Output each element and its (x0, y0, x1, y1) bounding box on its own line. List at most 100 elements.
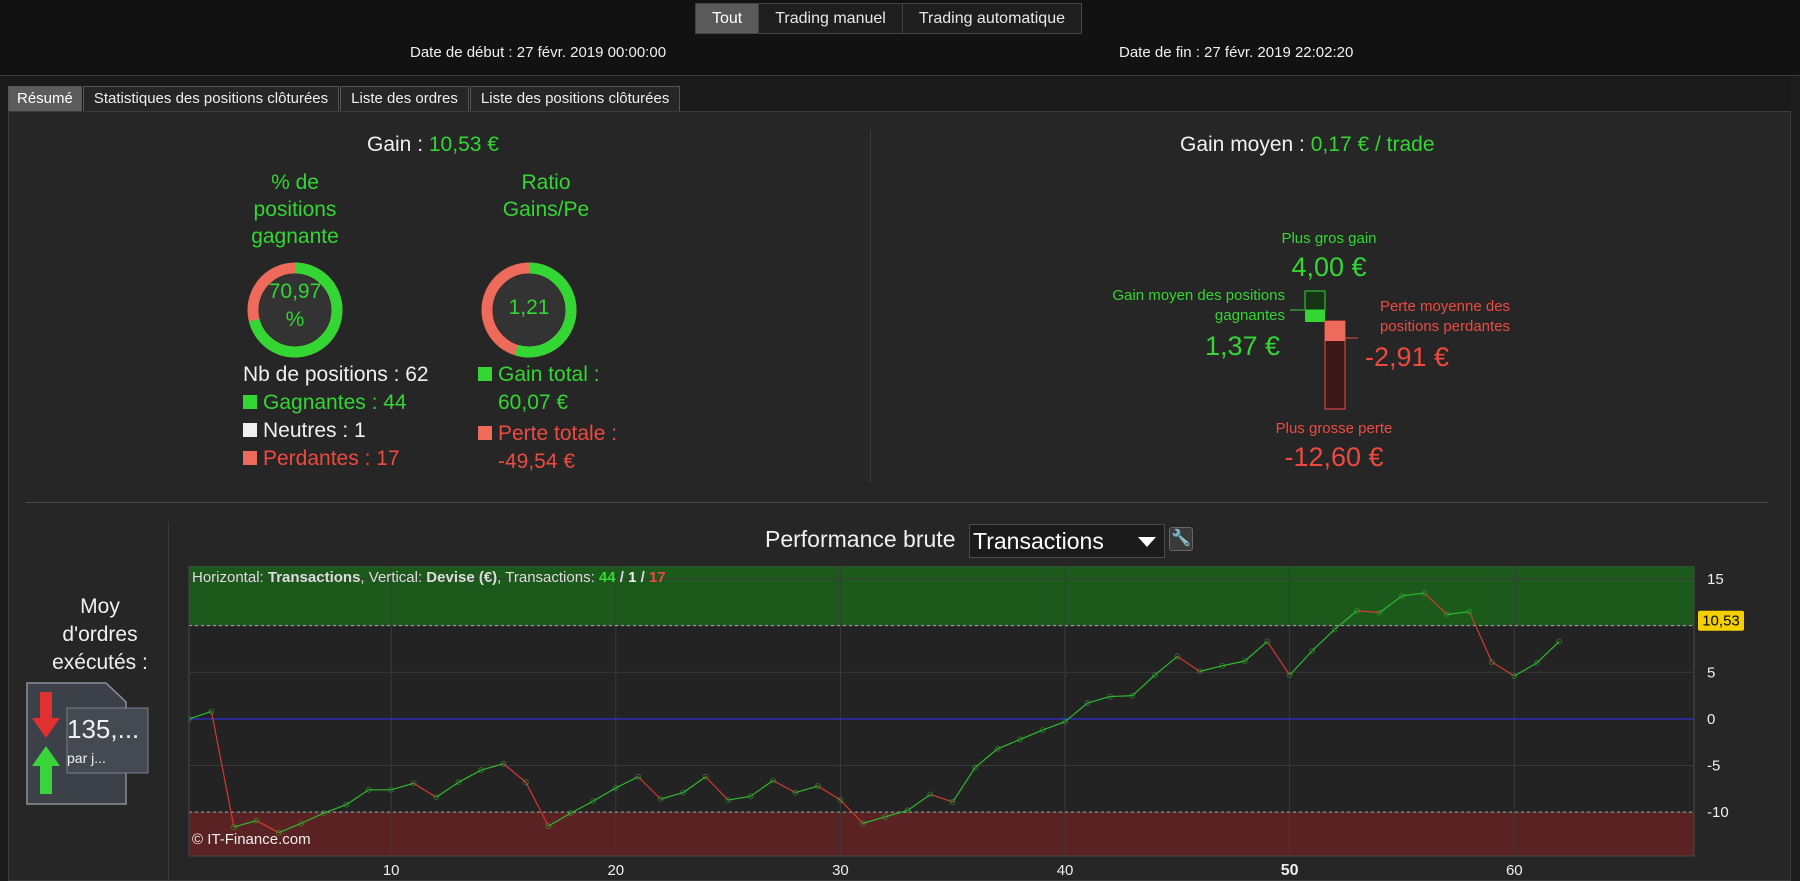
buy-arrow-icon (32, 746, 60, 766)
loss-total-row: Perte totale : (478, 420, 617, 448)
y-tick-label: 5 (1707, 664, 1715, 681)
performance-select-value: Transactions (973, 528, 1104, 554)
performance-point (1174, 653, 1181, 660)
orders-title-line1: Moy (80, 595, 120, 618)
loss-zone (189, 812, 1694, 856)
orders-title: Moy d'ordres exécutés : (50, 593, 150, 677)
winners-swatch (243, 395, 257, 409)
performance-segment (1087, 695, 1111, 704)
mode-manual-button[interactable]: Trading manuel (759, 4, 903, 33)
average-loss-label: Perte moyenne des positions perdantes (1365, 297, 1525, 337)
performance-segment (1468, 611, 1493, 663)
performance-point (994, 745, 1001, 752)
chart-frame (188, 566, 1695, 857)
win-rate-donut-center (259, 274, 331, 346)
performance-segment (974, 748, 999, 768)
performance-point (1129, 692, 1136, 699)
loss-total-label: Perte totale : (498, 422, 618, 445)
performance-point (523, 779, 529, 786)
x-tick-label: 30 (832, 862, 849, 879)
performance-point (1444, 611, 1450, 618)
biggest-gain-label: Plus gros gain (1281, 230, 1377, 247)
performance-point (1219, 662, 1226, 669)
performance-segment (862, 816, 886, 824)
positions-counts: Nb de positions : 62 Gagnantes : 44 Neut… (243, 361, 429, 473)
x-axis: 10 20 30 40 50 60 (383, 862, 1523, 879)
performance-point (1017, 736, 1024, 743)
gain-title: Gain : 10,53 € (367, 133, 499, 157)
performance-segment (1289, 650, 1313, 676)
win-rate-donut-win (247, 262, 343, 358)
performance-point (770, 777, 776, 784)
wrench-icon[interactable]: 🔧 (1169, 527, 1193, 551)
performance-segment (1042, 721, 1066, 731)
tab-closed-stats[interactable]: Statistiques des positions clôturées (82, 86, 340, 111)
performance-segment (1513, 662, 1538, 677)
tab-orders[interactable]: Liste des ordres (340, 86, 469, 111)
performance-point (972, 764, 979, 771)
performance-point (545, 823, 552, 830)
performance-segment (705, 776, 729, 801)
y-tick-label: 15 (1707, 571, 1724, 588)
neutrals-count: Neutres : 1 (263, 419, 366, 442)
performance-segment (997, 738, 1021, 750)
performance-point (1151, 672, 1158, 678)
win-rate-donut (247, 262, 343, 358)
performance-point (208, 708, 215, 715)
performance-point (1084, 700, 1091, 706)
chevron-down-icon (1138, 537, 1156, 547)
performance-point (1488, 659, 1495, 665)
performance-segment (1491, 661, 1515, 677)
end-date: Date de fin : 27 févr. 2019 22:02:20 (1119, 44, 1354, 61)
performance-point (1241, 658, 1248, 665)
mode-selector: Tout Trading manuel Trading automatique (695, 3, 1082, 34)
performance-segment (301, 812, 325, 824)
mode-auto-button[interactable]: Trading automatique (918, 10, 1065, 27)
average-win-label-line1: Gain moyen des positions (1112, 287, 1285, 304)
performance-point (859, 820, 866, 827)
performance-segment (1109, 695, 1133, 698)
sell-arrow-icon (32, 718, 60, 738)
performance-point (343, 801, 350, 808)
performance-point (365, 786, 372, 793)
performance-segment (682, 776, 706, 794)
tab-summary[interactable]: Résumé (8, 86, 82, 111)
performance-segment (323, 804, 347, 814)
performance-select[interactable]: Transactions (969, 524, 1165, 558)
performance-point (1399, 592, 1405, 599)
performance-segment (817, 785, 841, 801)
performance-segment (930, 793, 953, 803)
average-win-label: Gain moyen des positions gagnantes (1060, 286, 1285, 326)
average-gain-label: Gain moyen : (1180, 133, 1305, 156)
orders-value-box (66, 707, 149, 774)
performance-segment (637, 776, 662, 800)
start-date: Date de début : 27 févr. 2019 00:00:00 (410, 44, 667, 61)
performance-point (1331, 626, 1338, 633)
performance-segment (390, 782, 414, 791)
performance-segment (480, 763, 504, 771)
performance-point (1533, 660, 1540, 666)
gain-value: 10,53 € (428, 133, 499, 156)
performance-segment (952, 767, 976, 803)
performance-point (1286, 672, 1293, 678)
mode-all-button[interactable]: Tout (696, 4, 760, 33)
performance-segment (660, 792, 684, 800)
tab-closed-positions[interactable]: Liste des positions clôturées (469, 86, 681, 111)
performance-point (567, 810, 574, 817)
x-tick-label: 20 (607, 862, 624, 879)
x-tick-label: 60 (1506, 862, 1523, 879)
performance-point (1466, 608, 1473, 615)
average-win-value: 1,37 € (1205, 331, 1281, 361)
scrollbar[interactable] (1791, 76, 1800, 881)
average-gain-value: 0,17 € / trade (1310, 133, 1435, 156)
gain-total-row: Gain total : (478, 361, 617, 389)
performance-segment (1222, 660, 1245, 667)
performance-point (612, 785, 619, 791)
performance-segment (1199, 665, 1223, 672)
losers-count: Perdantes : 17 (263, 447, 400, 470)
performance-title: Performance brute (765, 526, 956, 552)
performance-point (433, 794, 439, 801)
performance-segment (1446, 611, 1470, 616)
positions-total: Nb de positions : 62 (243, 363, 429, 386)
